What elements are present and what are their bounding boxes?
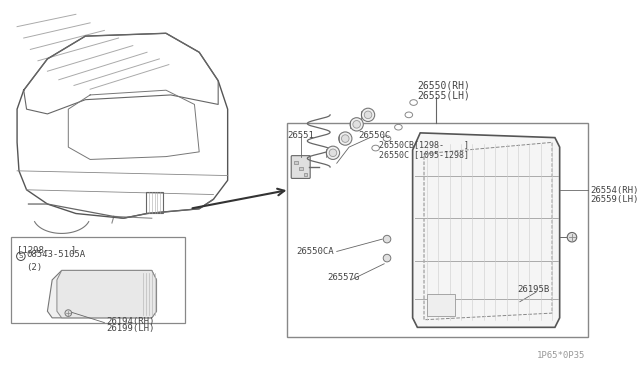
Circle shape (383, 235, 391, 243)
Text: [1298-    ]: [1298- ] (17, 245, 76, 254)
Bar (299, 167, 303, 170)
Circle shape (350, 118, 364, 131)
Text: 26559(LH): 26559(LH) (590, 195, 638, 203)
Text: 26194(RH): 26194(RH) (106, 317, 155, 326)
Circle shape (326, 146, 340, 160)
Circle shape (364, 111, 372, 119)
Bar (303, 173, 307, 176)
Text: 26554(RH): 26554(RH) (590, 186, 638, 195)
Text: 26550C: 26550C (358, 131, 391, 140)
Text: 26551: 26551 (287, 131, 314, 140)
Text: 26550C [1095-1298]: 26550C [1095-1298] (380, 150, 469, 159)
Circle shape (339, 132, 352, 145)
Circle shape (65, 310, 72, 317)
Text: (2): (2) (26, 263, 43, 272)
Bar (12, 237, 185, 323)
Text: 26550CB[1298-    ]: 26550CB[1298- ] (380, 141, 469, 150)
Polygon shape (47, 270, 157, 318)
FancyBboxPatch shape (291, 155, 310, 179)
Text: 26195B: 26195B (517, 285, 549, 294)
Circle shape (567, 232, 577, 242)
Text: 26555(LH): 26555(LH) (417, 90, 470, 100)
Text: 26550(RH): 26550(RH) (417, 81, 470, 91)
Text: 26550CA: 26550CA (296, 247, 333, 256)
Text: 1P65*0P35: 1P65*0P35 (537, 351, 585, 360)
Circle shape (383, 254, 391, 262)
Circle shape (342, 135, 349, 142)
Text: S: S (19, 253, 23, 259)
Text: 26557G: 26557G (327, 273, 360, 282)
Circle shape (362, 108, 374, 122)
Polygon shape (57, 270, 157, 318)
Bar (294, 161, 298, 164)
Bar (146, 192, 163, 212)
Polygon shape (427, 294, 455, 316)
Bar (287, 124, 588, 337)
Polygon shape (413, 133, 559, 327)
Circle shape (353, 121, 360, 128)
Circle shape (329, 149, 337, 157)
Text: 26199(LH): 26199(LH) (106, 324, 155, 333)
Text: 08543-5105A: 08543-5105A (26, 250, 86, 259)
